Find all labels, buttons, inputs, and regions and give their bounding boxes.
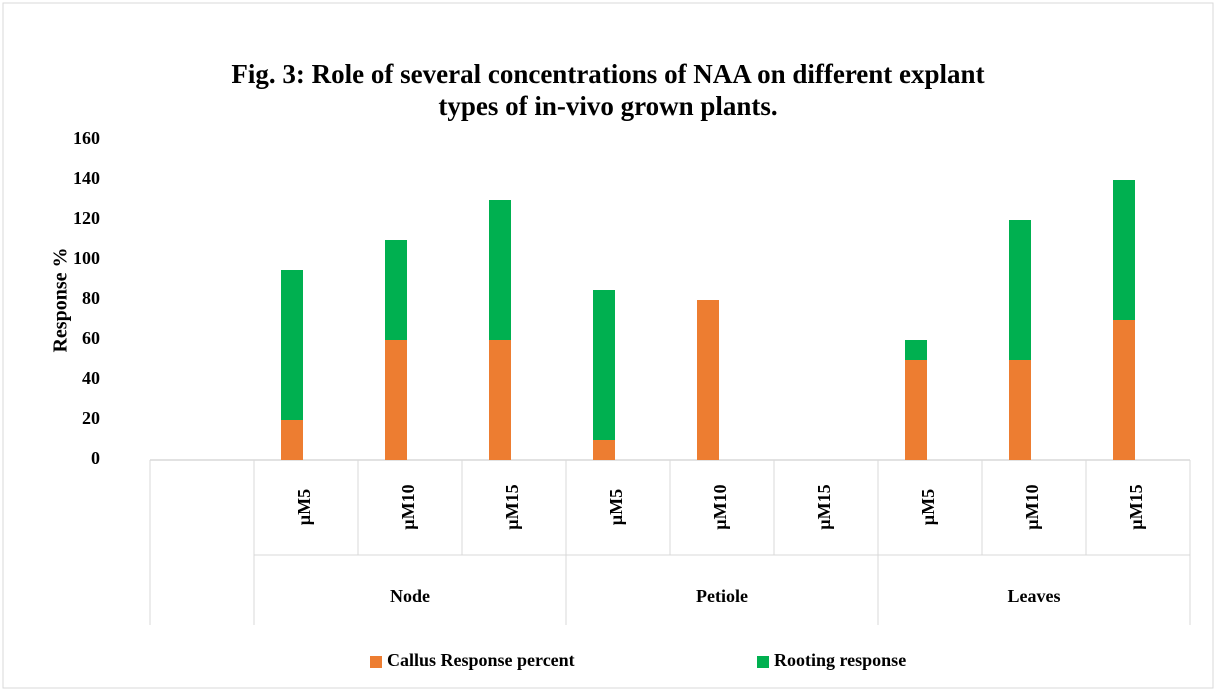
bar-segment: [905, 360, 927, 460]
y-tick-label: 60: [82, 328, 100, 348]
bar-segment: [1113, 180, 1135, 320]
bar-segment: [593, 290, 615, 440]
y-tick-label: 120: [73, 208, 100, 228]
bar-segment: [281, 420, 303, 460]
bar-segment: [385, 240, 407, 340]
x-tick-label: µM5: [606, 489, 626, 525]
x-tick-label: µM5: [294, 489, 314, 525]
bar-segment: [385, 340, 407, 460]
legend-label: Rooting response: [774, 650, 906, 670]
x-tick-label: µM15: [502, 484, 522, 529]
bar-segment: [1009, 360, 1031, 460]
y-tick-label: 80: [82, 288, 100, 308]
bar-segment: [489, 340, 511, 460]
bar-segment: [697, 300, 719, 460]
bar-segment: [281, 270, 303, 420]
y-tick-label: 140: [73, 168, 100, 188]
bar-segment: [905, 340, 927, 360]
x-tick-label: µM10: [710, 484, 730, 529]
bar-segment: [1113, 320, 1135, 460]
bar-segment: [489, 200, 511, 340]
group-label: Leaves: [1008, 586, 1061, 606]
bar-segment: [593, 440, 615, 460]
y-tick-label: 100: [73, 248, 100, 268]
x-tick-label: µM5: [918, 489, 938, 525]
legend-swatch: [757, 656, 769, 668]
title-box: Fig. 3: Role of several concentrations o…: [0, 58, 1216, 122]
group-label: Petiole: [696, 586, 748, 606]
legend-swatch: [370, 656, 382, 668]
y-axis-label: Response %: [50, 247, 72, 352]
y-tick-label: 0: [91, 448, 100, 468]
legend-label: Callus Response percent: [387, 650, 575, 670]
x-tick-label: µM15: [814, 484, 834, 529]
chart-title: Fig. 3: Role of several concentrations o…: [231, 59, 985, 121]
y-tick-label: 20: [82, 408, 100, 428]
x-tick-label: µM10: [1022, 484, 1042, 529]
x-tick-label: µM15: [1126, 484, 1146, 529]
y-tick-label: 40: [82, 368, 100, 388]
y-tick-label: 160: [73, 128, 100, 148]
bar-segment: [1009, 220, 1031, 360]
x-tick-label: µM10: [398, 484, 418, 529]
group-label: Node: [390, 586, 430, 606]
